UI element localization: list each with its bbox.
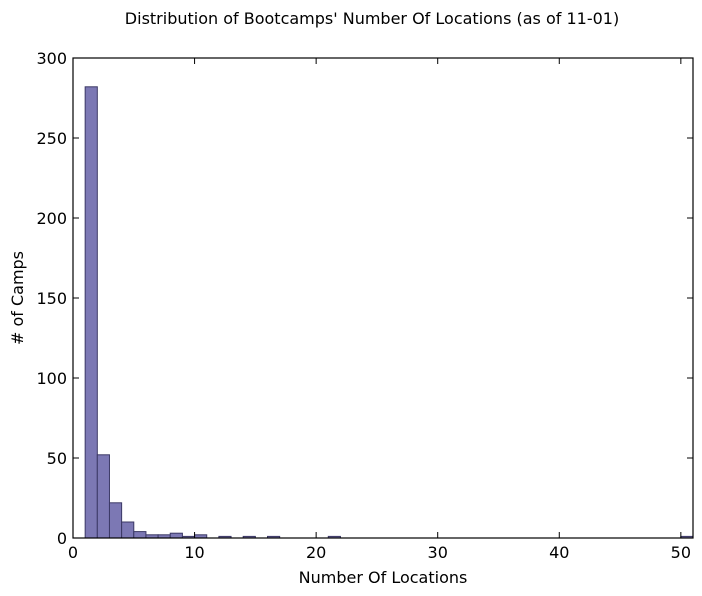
histogram-bar-1 bbox=[96, 454, 110, 539]
y-tick-label-50: 50 bbox=[47, 449, 67, 468]
y-axis-label: # of Camps bbox=[8, 251, 27, 345]
x-tick-label-40: 40 bbox=[549, 543, 569, 562]
y-tick-label-250: 250 bbox=[36, 129, 67, 148]
x-axis-label: Number Of Locations bbox=[299, 568, 468, 587]
tick-labels-group: 0 10 20 30 40 50 0 50 100 150 200 250 300 bbox=[36, 49, 691, 562]
y-tick-label-0: 0 bbox=[57, 529, 67, 548]
x-tick-label-50: 50 bbox=[671, 543, 691, 562]
x-tick-label-30: 30 bbox=[428, 543, 448, 562]
ticks-group bbox=[72, 57, 693, 539]
histogram-bar-0 bbox=[84, 86, 98, 539]
y-tick-label-100: 100 bbox=[36, 369, 67, 388]
chart-title: Distribution of Bootcamps' Number Of Loc… bbox=[125, 9, 619, 28]
plot-frame bbox=[72, 57, 694, 539]
y-tick-label-150: 150 bbox=[36, 289, 67, 308]
x-tick-label-20: 20 bbox=[306, 543, 326, 562]
histogram-bar-3 bbox=[121, 521, 135, 539]
y-tick-label-200: 200 bbox=[36, 209, 67, 228]
histogram-bar-4 bbox=[133, 531, 147, 539]
y-tick-label-300: 300 bbox=[36, 49, 67, 68]
x-tick-label-10: 10 bbox=[184, 543, 204, 562]
x-tick-label-0: 0 bbox=[68, 543, 78, 562]
histogram-bar-2 bbox=[108, 502, 123, 539]
histogram-bar-7 bbox=[169, 532, 183, 539]
bars-group bbox=[84, 86, 694, 539]
